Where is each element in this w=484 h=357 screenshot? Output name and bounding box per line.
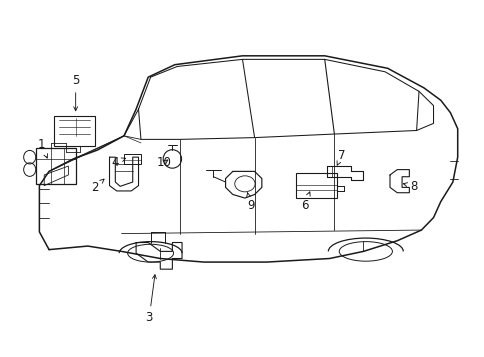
FancyBboxPatch shape — [123, 154, 141, 164]
FancyBboxPatch shape — [36, 148, 76, 184]
Text: 1: 1 — [38, 138, 47, 158]
Text: 5: 5 — [72, 74, 79, 111]
Text: 4: 4 — [111, 156, 125, 169]
Text: 2: 2 — [91, 179, 104, 194]
FancyBboxPatch shape — [295, 173, 336, 198]
Text: 3: 3 — [145, 275, 156, 325]
Text: 8: 8 — [403, 180, 417, 193]
Text: 6: 6 — [300, 192, 309, 212]
FancyBboxPatch shape — [54, 116, 95, 146]
Text: 9: 9 — [246, 193, 254, 212]
Text: 7: 7 — [336, 149, 345, 165]
Text: 10: 10 — [156, 156, 171, 169]
